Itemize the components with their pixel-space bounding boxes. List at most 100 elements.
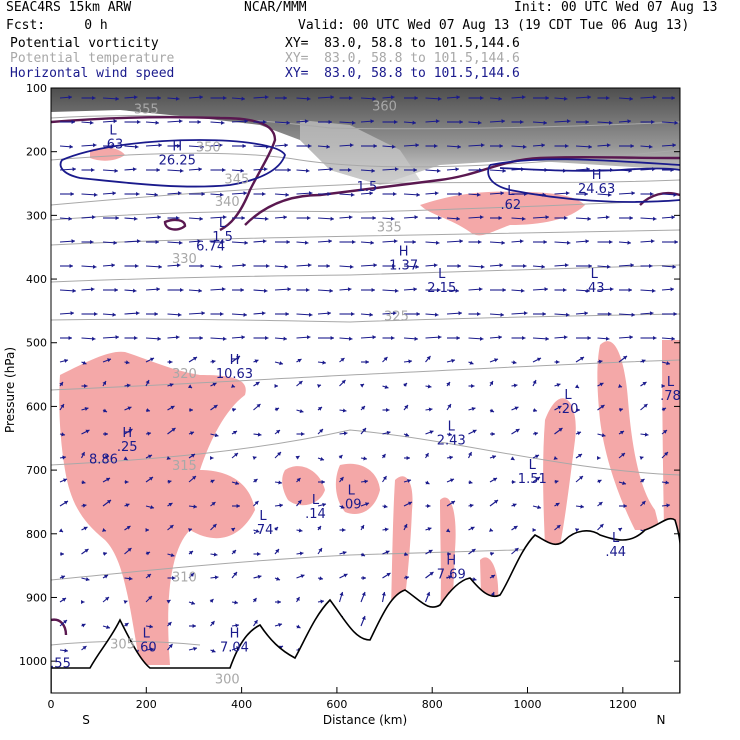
- extremum-marker: H: [230, 353, 240, 368]
- wind-vector-head: [132, 288, 137, 293]
- wind-vector-head: [84, 383, 88, 389]
- wind-vector-head: [370, 119, 374, 124]
- wind-vector-head: [84, 406, 89, 411]
- wind-vector-head: [500, 312, 504, 317]
- wind-vector-head: [326, 263, 330, 269]
- wind-vector-head: [342, 408, 347, 413]
- y-tick-label: 300: [26, 209, 47, 222]
- wind-vector-head: [84, 549, 89, 553]
- wind-vector-head: [189, 551, 193, 555]
- wind-vector-head: [490, 551, 494, 556]
- wind-vector-head: [298, 528, 303, 533]
- wind-vector-head: [394, 119, 398, 125]
- wind-vector-head: [446, 382, 450, 386]
- x-tick-label: 1200: [609, 698, 637, 711]
- wind-vector-head: [584, 191, 588, 197]
- wind-vector-head: [672, 143, 676, 148]
- wind-vector-head: [521, 95, 526, 100]
- wind-vector-head: [299, 551, 304, 556]
- wind-vector-head: [197, 119, 201, 125]
- wind-vector-head: [277, 452, 281, 456]
- wind-vector-head: [489, 527, 493, 532]
- wind-vector-head: [447, 551, 451, 557]
- wind-vector-head: [541, 143, 545, 148]
- wind-vector-head: [651, 288, 656, 293]
- wind-vector-head: [321, 479, 325, 485]
- wind-vector-head: [650, 191, 654, 197]
- wind-vector-head: [320, 599, 324, 604]
- wind-vector-head: [192, 476, 196, 480]
- wind-vector-head: [319, 429, 323, 433]
- wind-vector-head: [403, 524, 408, 528]
- wind-vector-head: [192, 623, 196, 629]
- north-label: N: [657, 713, 666, 727]
- pv-line-surface: [51, 618, 68, 636]
- wind-vector-head: [261, 311, 266, 316]
- wind-vector-head: [283, 95, 287, 101]
- wind-vector-head: [554, 479, 559, 484]
- wind-vector-head: [231, 528, 235, 532]
- wind-vector-head: [407, 478, 411, 483]
- wind-vector-head: [135, 263, 139, 269]
- wind-vector-head: [150, 647, 154, 652]
- wind-vector-head: [361, 592, 366, 596]
- wind-vector-head: [91, 336, 96, 341]
- extremum-value: 2.15: [427, 281, 456, 296]
- wind-vector-head: [275, 407, 279, 412]
- wind-vector-head: [471, 549, 476, 553]
- wind-vector-head: [137, 119, 141, 125]
- wind-jet-left: [59, 139, 286, 188]
- wind-vector-head: [327, 191, 331, 197]
- wind-vector-head: [558, 428, 563, 432]
- wind-vector-head: [111, 263, 115, 268]
- wind-vector-head: [240, 287, 244, 293]
- wind-vector-head: [92, 95, 96, 101]
- wind-vector-head: [449, 455, 453, 460]
- wind-vector-head: [107, 500, 111, 504]
- wind-vector-head: [653, 335, 657, 341]
- wind-vector-head: [234, 600, 238, 605]
- wind-vector-head: [491, 574, 495, 579]
- wind-vector-head: [599, 382, 604, 387]
- wind-vector-head: [455, 288, 459, 293]
- wind-vector-head: [403, 383, 407, 387]
- y-tick-label: 600: [26, 400, 47, 413]
- wind-vector-head: [286, 120, 290, 125]
- y-tick-label: 100: [26, 82, 47, 95]
- wind-vector-head: [304, 119, 309, 124]
- wind-vector-head: [287, 167, 291, 173]
- wind-vector-head: [299, 409, 304, 414]
- wind-vector-head: [349, 264, 354, 269]
- wind-vector-head: [479, 167, 483, 173]
- wind-vector-head: [416, 192, 420, 197]
- wind-vector-head: [641, 501, 646, 505]
- wind-vector-head: [459, 119, 463, 125]
- extremum-value: 1.5: [357, 180, 378, 195]
- wind-vector-head: [59, 528, 63, 532]
- wind-vector-head: [283, 336, 287, 341]
- wind-vector-head: [564, 263, 569, 268]
- wind-vector-head: [394, 167, 399, 172]
- wind-vector-head: [180, 287, 184, 293]
- wind-vector-head: [537, 505, 541, 510]
- wind-vector-head: [447, 404, 451, 408]
- wind-vector-head: [126, 526, 131, 530]
- wind-vector-head: [91, 215, 96, 220]
- y-tick-label: 700: [26, 464, 47, 477]
- wind-vector-head: [295, 597, 300, 601]
- wind-vector-head: [254, 501, 259, 505]
- wind-vector-head: [608, 311, 612, 317]
- wind-vector-head: [276, 430, 280, 434]
- wind-vector-head: [262, 239, 267, 244]
- extremum-marker: L: [348, 483, 356, 498]
- wind-vector-head: [124, 623, 129, 627]
- wind-vector-head: [671, 95, 675, 101]
- wind-vector-head: [278, 480, 282, 485]
- wind-vector-head: [340, 504, 345, 509]
- wind-vector-head: [265, 335, 269, 341]
- wind-vector-head: [306, 287, 310, 293]
- wind-vector-head: [240, 168, 244, 173]
- wind-vector-head: [479, 336, 484, 341]
- extremum-value: .43: [584, 281, 605, 296]
- wind-vector-head: [502, 168, 506, 173]
